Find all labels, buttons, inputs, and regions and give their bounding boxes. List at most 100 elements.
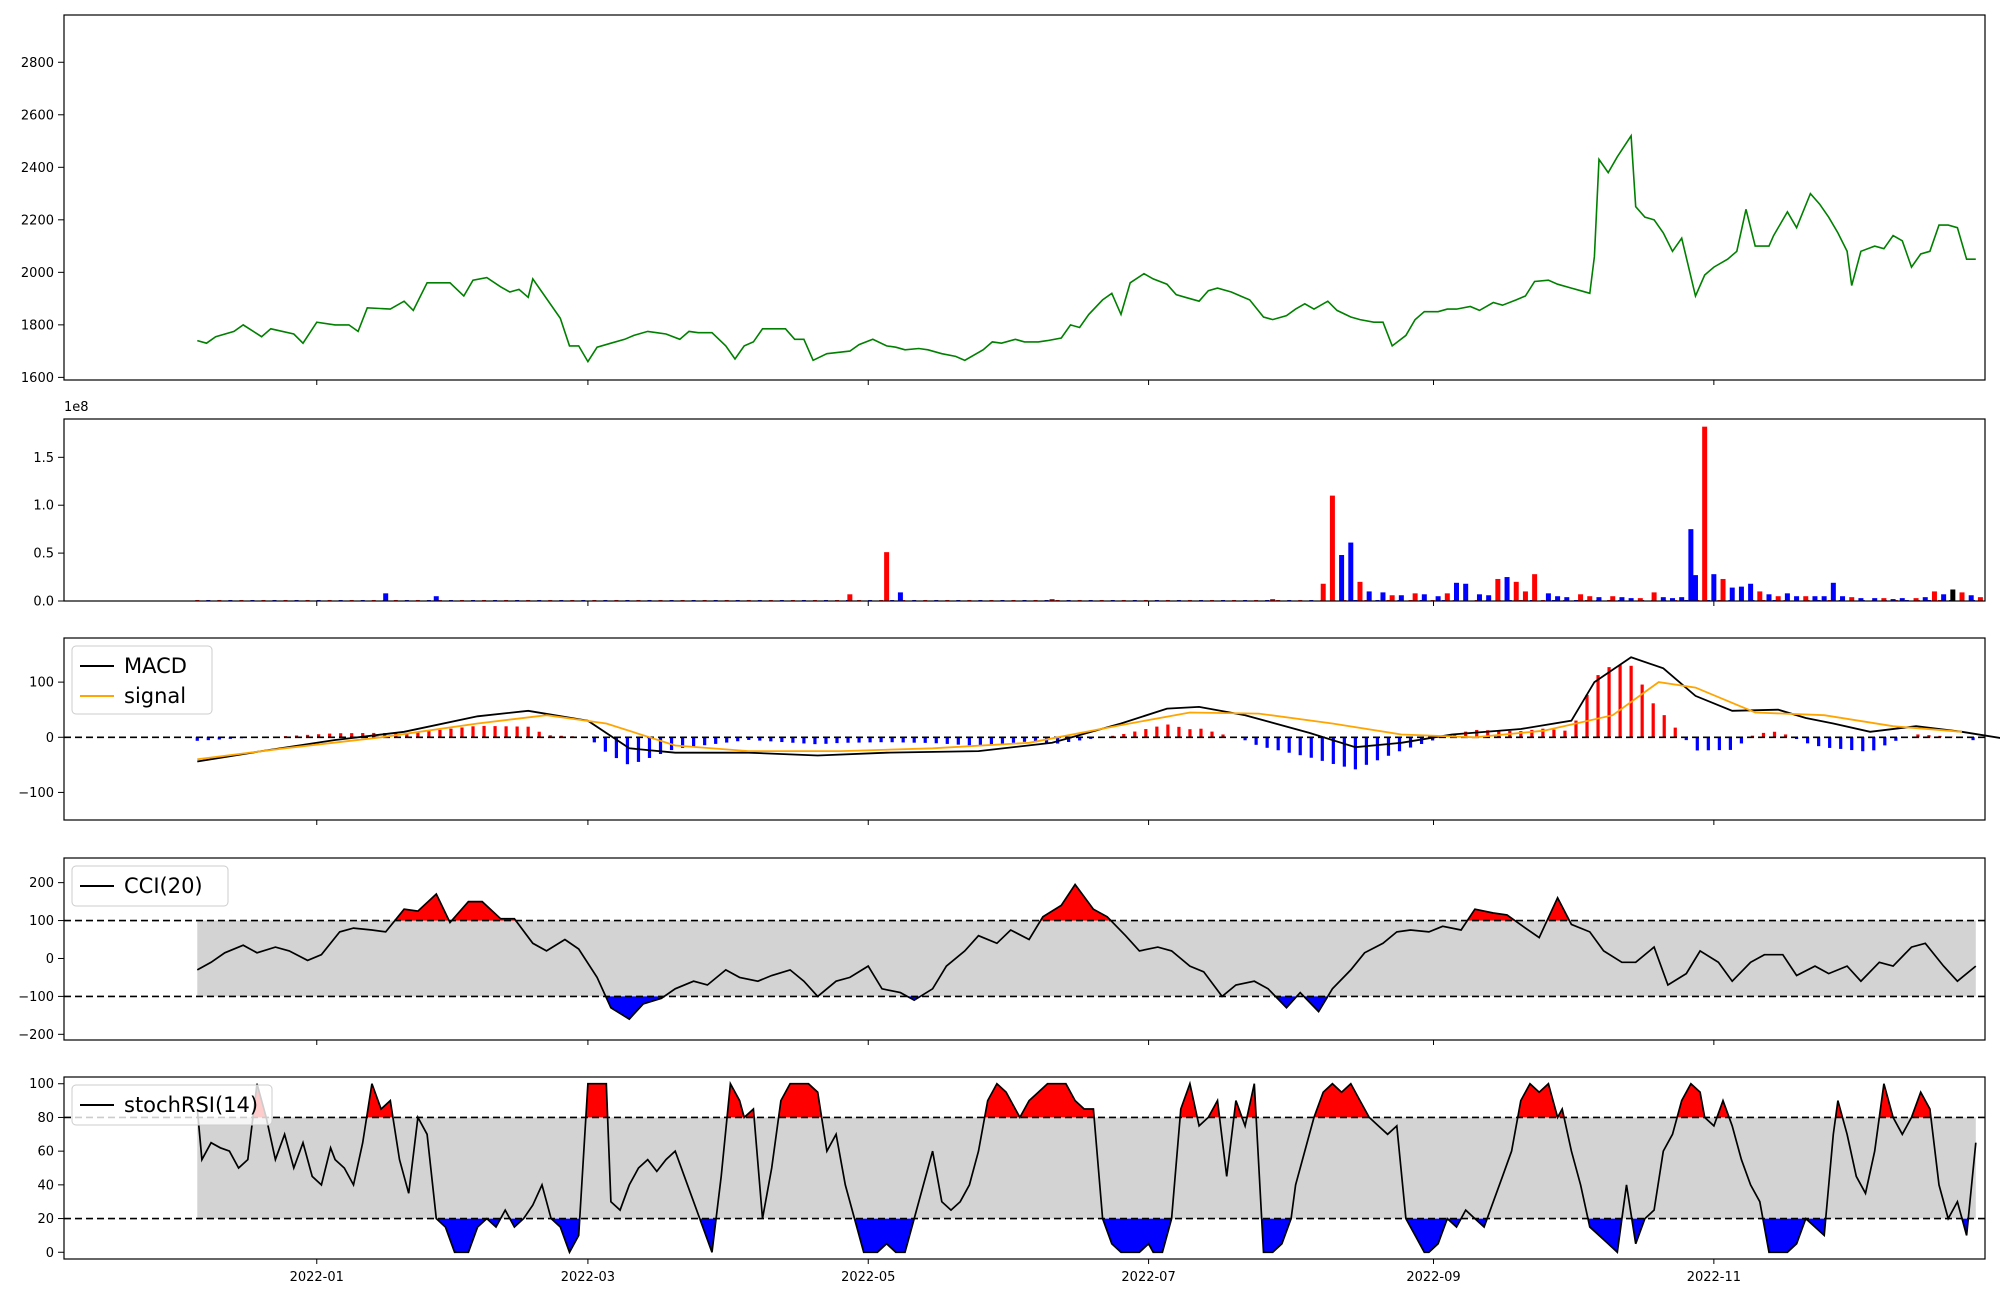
volume-bar [1941, 594, 1947, 601]
macd-histogram-bar [1022, 737, 1027, 742]
macd-histogram-bar [305, 734, 310, 738]
macd-histogram-bar [934, 737, 938, 744]
indicator-legend: stochRSI(14) [71, 1084, 273, 1126]
macd-histogram-bar [835, 737, 839, 744]
macd-histogram-bar [515, 726, 519, 738]
volume-bar [1380, 592, 1386, 601]
volume-bar [1513, 581, 1519, 601]
macd-histogram-bar [780, 737, 784, 743]
macd-histogram-bar [1662, 715, 1666, 738]
band-fill [197, 920, 1976, 997]
macd-histogram-bar [1817, 737, 1821, 747]
volume-bar [1619, 597, 1625, 601]
volume-bar [1610, 596, 1616, 601]
y-tick-label: 2200 [21, 213, 54, 228]
y-tick-label: 20 [37, 1212, 54, 1227]
macd-histogram-bar [1386, 737, 1391, 756]
legend-label: signal [124, 684, 186, 708]
plot-area [64, 15, 1985, 380]
volume-bar [897, 592, 903, 601]
overbought-fill [1467, 909, 1515, 921]
macd-histogram-bar [747, 737, 751, 740]
y-tick-label: 2600 [21, 108, 54, 123]
macd-histogram-bar [1618, 665, 1622, 738]
macd-histogram-bar [1607, 667, 1611, 738]
volume-bar [1476, 594, 1482, 601]
macd-histogram-bar [1475, 729, 1479, 738]
oversold-fill [1261, 1218, 1292, 1253]
overbought-fill [984, 1083, 1020, 1118]
volume-bar [1453, 582, 1459, 601]
price-panel: 1600 1800 2000 2200 2400 2600 2800 [21, 14, 1986, 386]
macd-histogram-bar [1574, 720, 1578, 738]
y-tick-label: 2800 [21, 56, 54, 71]
macd-histogram-bar [1033, 737, 1038, 743]
stochrsi-panel: 0 20 40 60 80 100 stochRSI(14) [29, 1076, 1986, 1261]
macd-histogram-bar [548, 735, 552, 738]
volume-bar [1757, 591, 1763, 601]
macd-histogram-bar [1067, 737, 1071, 743]
y-tick-label: −100 [18, 990, 54, 1005]
overbought-fill [1040, 884, 1111, 921]
macd-histogram-bar [614, 737, 619, 759]
y-tick-label: 2400 [21, 161, 54, 176]
macd-histogram-bar [758, 737, 762, 741]
volume-bar [847, 594, 853, 601]
macd-histogram-bar [1728, 737, 1732, 750]
macd-histogram-bar [1883, 737, 1887, 746]
overbought-fill [585, 1083, 608, 1118]
y-tick-label: −200 [18, 1028, 54, 1043]
macd-histogram-bar [1585, 694, 1589, 738]
volume-bar [1688, 529, 1694, 601]
y-tick-label: 1600 [21, 371, 54, 386]
volume-bar [1931, 591, 1937, 601]
volume-bar [1784, 593, 1790, 601]
macd-histogram-bar [945, 737, 949, 744]
macd-histogram-bar [1397, 737, 1402, 752]
macd-histogram-bar [1353, 737, 1357, 770]
macd-histogram-bar [1430, 737, 1435, 741]
x-tick-label: 2022-07 [1121, 1270, 1175, 1285]
macd-panel: −100 0 100 MACD signal [18, 637, 2000, 821]
volume-bar [1587, 596, 1593, 601]
axes-frame [63, 1076, 1986, 1260]
macd-histogram-bar [1552, 729, 1556, 738]
macd-histogram-bar [317, 734, 321, 738]
macd-histogram-bar [1894, 737, 1898, 741]
macd-histogram-bar [471, 726, 475, 738]
volume-bar [1913, 598, 1919, 601]
y-tick-label: 0.5 [33, 547, 54, 562]
macd-histogram-bar [1717, 737, 1721, 751]
macd-histogram-bar [1188, 729, 1192, 738]
volume-bar [1959, 592, 1965, 601]
macd-histogram-bar [206, 737, 210, 741]
price-line [197, 133, 1976, 364]
oversold-fill [1762, 1218, 1806, 1253]
axes-frame [63, 637, 1986, 821]
macd-histogram-bar [1375, 737, 1380, 761]
volume-bar [1435, 596, 1441, 601]
volume-bar [1532, 574, 1538, 601]
macd-histogram-bar [1331, 737, 1335, 764]
macd-histogram-bar [339, 733, 343, 738]
macd-histogram-bar [438, 729, 442, 738]
x-tick-label: 2022-11 [1687, 1270, 1741, 1285]
volume-bar [1486, 595, 1492, 601]
macd-histogram-bar [1872, 737, 1876, 751]
indicator-legend: CCI(20) [71, 865, 229, 907]
volume-bar [1775, 596, 1781, 601]
volume-bar [1922, 597, 1928, 601]
volume-bar [1692, 575, 1698, 601]
volume-bar [1555, 596, 1561, 601]
macd-histogram-bar [846, 737, 850, 743]
volume-bar [1660, 597, 1666, 601]
macd-histogram-bar [692, 737, 696, 747]
macd-histogram-bar [1044, 737, 1049, 744]
macd-histogram-bar [328, 733, 332, 738]
oversold-fill [1102, 1218, 1172, 1253]
volume-bar [884, 552, 890, 601]
macd-histogram-bar [1541, 728, 1545, 738]
volume-bar [1812, 596, 1818, 601]
volume-bar [1748, 583, 1754, 601]
offset-label: 1e8 [64, 400, 89, 415]
